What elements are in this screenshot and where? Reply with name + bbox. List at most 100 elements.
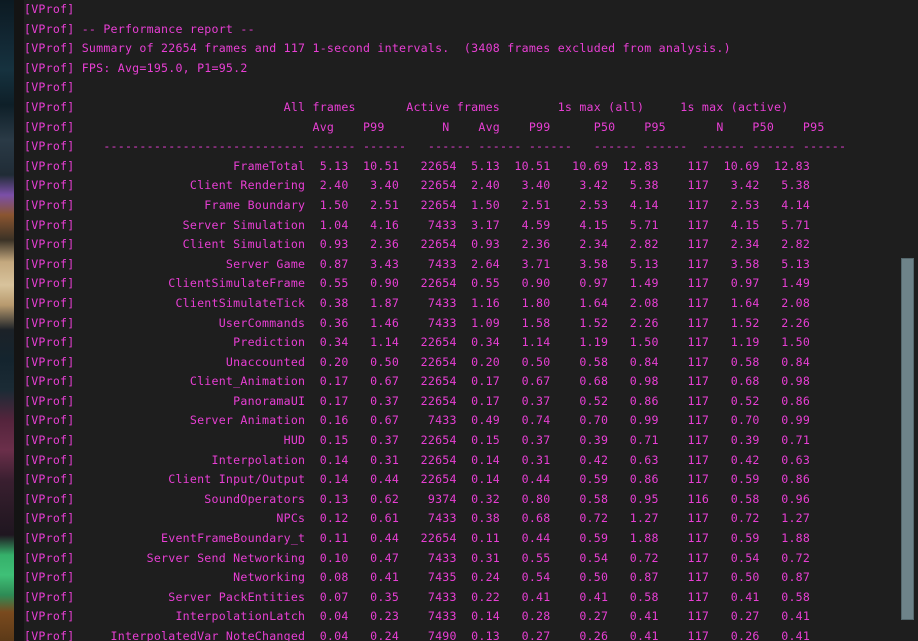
table-row: [VProf] Server PackEntities 0.07 0.35 74… (0, 588, 918, 608)
table-row: [VProf] HUD 0.15 0.37 22654 0.15 0.37 0.… (0, 431, 918, 451)
log-text: PanoramaUI 0.17 0.37 22654 0.17 0.37 0.5… (74, 393, 811, 408)
table-row: [VProf] Client Rendering 2.40 3.40 22654… (0, 176, 918, 196)
log-tag: [VProf] (24, 295, 75, 310)
log-tag: [VProf] (24, 629, 75, 641)
log-tag: [VProf] (24, 354, 75, 369)
table-row: [VProf] ClientSimulateTick 0.38 1.87 743… (0, 294, 918, 314)
log-tag: [VProf] (24, 589, 75, 604)
report-header-line: [VProf] (0, 78, 918, 98)
table-row: [VProf] Unaccounted 0.20 0.50 22654 0.20… (0, 353, 918, 373)
log-text: Interpolation 0.14 0.31 22654 0.14 0.31 … (74, 452, 811, 467)
log-text: Server PackEntities 0.07 0.35 7433 0.22 … (74, 589, 811, 604)
log-text: Server Animation 0.16 0.67 7433 0.49 0.7… (74, 413, 811, 428)
table-row: [VProf] Server Simulation 1.04 4.16 7433… (0, 216, 918, 236)
report-header-line: [VProf] FPS: Avg=195.0, P1=95.2 (0, 59, 918, 79)
report-header-line: [VProf] Summary of 22654 frames and 117 … (0, 39, 918, 59)
log-text: Server Send Networking 0.10 0.47 7433 0.… (74, 550, 811, 565)
log-tag: [VProf] (24, 158, 75, 173)
log-tag: [VProf] (24, 570, 75, 585)
log-tag: [VProf] (24, 80, 75, 95)
table-column-header: [VProf] Avg P99 N Avg P99 P50 P95 N P50 … (0, 118, 918, 138)
log-text: Client Simulation 0.93 2.36 22654 0.93 2… (74, 237, 811, 252)
table-group-header: [VProf] All frames Active frames 1s max … (0, 98, 918, 118)
log-text: ClientSimulateTick 0.38 1.87 7433 1.16 1… (74, 295, 811, 310)
log-text: Prediction 0.34 1.14 22654 0.34 1.14 1.1… (74, 335, 811, 350)
table-row: [VProf] FrameTotal 5.13 10.51 22654 5.13… (0, 157, 918, 177)
table-row: [VProf] Server Send Networking 0.10 0.47… (0, 549, 918, 569)
log-tag: [VProf] (24, 237, 75, 252)
log-text: EventFrameBoundary_t 0.11 0.44 22654 0.1… (74, 531, 811, 546)
table-row: [VProf] Client_Animation 0.17 0.67 22654… (0, 372, 918, 392)
log-text: Avg P99 N Avg P99 P50 P95 N P50 P95 (74, 119, 825, 134)
log-tag: [VProf] (24, 335, 75, 350)
table-separator: [VProf] ---------------------------- ---… (0, 137, 918, 157)
table-row: [VProf] Prediction 0.34 1.14 22654 0.34 … (0, 333, 918, 353)
console-left-gutter (14, 0, 24, 641)
log-text: Networking 0.08 0.41 7435 0.24 0.54 0.50… (74, 570, 811, 585)
log-tag: [VProf] (24, 609, 75, 624)
table-row: [VProf] NPCs 0.12 0.61 7433 0.38 0.68 0.… (0, 509, 918, 529)
report-header-line: [VProf] (0, 0, 918, 20)
table-row: [VProf] Client Simulation 0.93 2.36 2265… (0, 235, 918, 255)
log-text: UserCommands 0.36 1.46 7433 1.09 1.58 1.… (74, 315, 811, 330)
log-text: Client_Animation 0.17 0.67 22654 0.17 0.… (74, 374, 811, 389)
log-tag: [VProf] (24, 315, 75, 330)
log-text: SoundOperators 0.13 0.62 9374 0.32 0.80 … (74, 491, 811, 506)
log-tag: [VProf] (24, 276, 75, 291)
log-text: Server Simulation 1.04 4.16 7433 3.17 4.… (74, 217, 811, 232)
log-text: ClientSimulateFrame 0.55 0.90 22654 0.55… (74, 276, 811, 291)
table-row: [VProf] InterpolationLatch 0.04 0.23 743… (0, 607, 918, 627)
log-tag: [VProf] (24, 393, 75, 408)
log-text: -- Performance report -- (74, 21, 255, 36)
log-tag: [VProf] (24, 119, 75, 134)
log-tag: [VProf] (24, 2, 75, 16)
log-tag: [VProf] (24, 374, 75, 389)
table-row: [VProf] Server Animation 0.16 0.67 7433 … (0, 411, 918, 431)
log-tag: [VProf] (24, 433, 75, 448)
log-tag: [VProf] (24, 256, 75, 271)
log-tag: [VProf] (24, 550, 75, 565)
log-text: InterpolatedVar_NoteChanged 0.04 0.24 74… (74, 629, 811, 641)
table-row: [VProf] Frame Boundary 1.50 2.51 22654 1… (0, 196, 918, 216)
log-tag: [VProf] (24, 413, 75, 428)
report-header-line: [VProf] -- Performance report -- (0, 20, 918, 40)
console-scrollbar-thumb[interactable] (901, 258, 914, 620)
log-text: NPCs 0.12 0.61 7433 0.38 0.68 0.72 1.27 … (74, 511, 811, 526)
log-tag: [VProf] (24, 531, 75, 546)
log-tag: [VProf] (24, 178, 75, 193)
log-tag: [VProf] (24, 197, 75, 212)
log-tag: [VProf] (24, 511, 75, 526)
table-row: [VProf] EventFrameBoundary_t 0.11 0.44 2… (0, 529, 918, 549)
log-tag: [VProf] (24, 99, 75, 114)
table-row: [VProf] SoundOperators 0.13 0.62 9374 0.… (0, 490, 918, 510)
table-row: [VProf] InterpolatedVar_NoteChanged 0.04… (0, 627, 918, 641)
log-tag: [VProf] (24, 491, 75, 506)
log-text: Frame Boundary 1.50 2.51 22654 1.50 2.51… (74, 197, 811, 212)
log-text: FrameTotal 5.13 10.51 22654 5.13 10.51 1… (74, 158, 811, 173)
log-text: FPS: Avg=195.0, P1=95.2 (74, 60, 248, 75)
log-tag: [VProf] (24, 60, 75, 75)
log-text: Server Game 0.87 3.43 7433 2.64 3.71 3.5… (74, 256, 811, 271)
table-row: [VProf] PanoramaUI 0.17 0.37 22654 0.17 … (0, 392, 918, 412)
log-tag: [VProf] (24, 452, 75, 467)
log-text: Unaccounted 0.20 0.50 22654 0.20 0.50 0.… (74, 354, 811, 369)
log-text: Client Rendering 2.40 3.40 22654 2.40 3.… (74, 178, 811, 193)
table-row: [VProf] Interpolation 0.14 0.31 22654 0.… (0, 451, 918, 471)
table-row: [VProf] Server Game 0.87 3.43 7433 2.64 … (0, 255, 918, 275)
log-text: HUD 0.15 0.37 22654 0.15 0.37 0.39 0.71 … (74, 433, 811, 448)
log-text: ---------------------------- ------ ----… (74, 139, 847, 154)
log-text: Summary of 22654 frames and 117 1-second… (74, 41, 731, 56)
log-text: Client Input/Output 0.14 0.44 22654 0.14… (74, 472, 811, 487)
table-row: [VProf] ClientSimulateFrame 0.55 0.90 22… (0, 274, 918, 294)
table-row: [VProf] Client Input/Output 0.14 0.44 22… (0, 470, 918, 490)
table-row: [VProf] Networking 0.08 0.41 7435 0.24 0… (0, 568, 918, 588)
log-tag: [VProf] (24, 41, 75, 56)
log-tag: [VProf] (24, 472, 75, 487)
log-tag: [VProf] (24, 21, 75, 36)
log-text: All frames Active frames 1s max (all) 1s… (74, 99, 789, 114)
log-text: InterpolationLatch 0.04 0.23 7433 0.14 0… (74, 609, 811, 624)
table-row: [VProf] UserCommands 0.36 1.46 7433 1.09… (0, 314, 918, 334)
log-tag: [VProf] (24, 139, 75, 154)
